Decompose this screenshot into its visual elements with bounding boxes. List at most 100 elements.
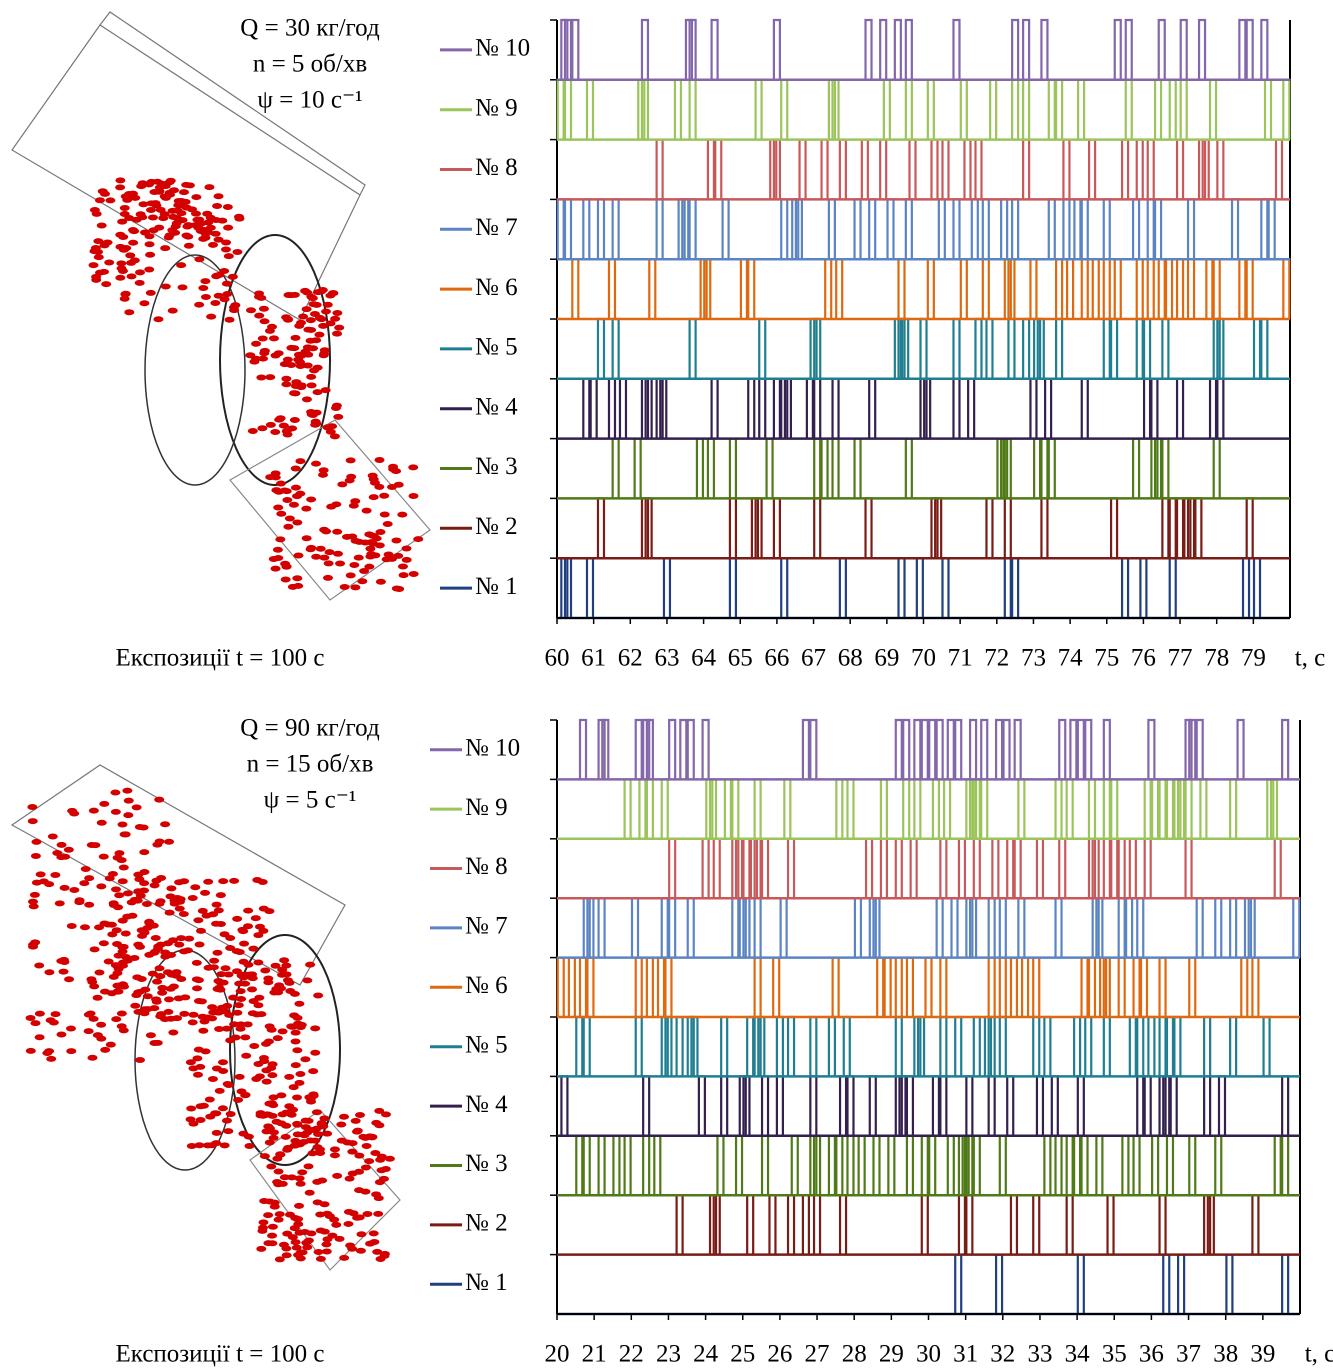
seed [309,301,319,307]
pulse [975,140,981,200]
pulse [981,779,987,838]
seed [214,193,224,199]
pulse [723,199,729,259]
seed [100,1047,110,1053]
seed [281,962,291,968]
pulse [1137,319,1143,379]
seed [383,521,393,527]
seed [281,314,291,320]
seed [229,304,239,310]
pulse [899,259,905,319]
seed [127,273,137,279]
seed [104,260,114,266]
pulse [1160,1195,1166,1254]
seed [310,311,320,317]
seed [245,352,255,358]
pulse [647,958,653,1017]
seed [26,1048,36,1054]
x-tick-label: 31 [953,1341,978,1368]
pulse [1148,259,1154,319]
annotation: n = 5 об/хв [253,51,367,78]
pulse [1239,20,1245,80]
seed [253,932,263,938]
seed [189,1012,199,1018]
seed [321,528,331,534]
pulse [1162,439,1168,499]
pulse [1082,259,1088,319]
seed [259,906,269,912]
pulse [1181,80,1187,140]
seed [44,1048,54,1054]
pulse [774,20,780,80]
seed [178,284,188,290]
seed [313,1199,323,1205]
seed [260,318,270,324]
pulse [1226,1255,1232,1314]
x-tick-label: 28 [842,1341,867,1368]
seed [326,320,336,326]
pulse [942,140,948,200]
seed [87,842,97,848]
seed [283,357,293,363]
seed [258,879,268,885]
seed [350,584,360,590]
seed [331,1222,341,1228]
seed [282,428,292,434]
pulse [1082,379,1088,439]
pulse [914,779,920,838]
pulse [810,1017,816,1076]
pulse [1254,558,1260,618]
legend-label: № 6 [465,972,508,999]
seed [254,291,264,297]
seed [365,546,375,552]
pulse [1148,199,1154,259]
seed [114,892,124,898]
pulse [558,80,564,140]
seed [206,314,216,320]
seed [318,287,328,293]
seed [399,572,409,578]
pulse [1137,898,1143,957]
pulse [756,80,762,140]
seed [142,901,152,907]
pulse [961,80,967,140]
seed [95,197,105,203]
seed [263,1240,273,1246]
pulse [613,319,619,379]
seed [261,1067,271,1073]
pulse [1041,20,1047,80]
pulse [942,558,948,618]
seed [302,535,312,541]
pulse [937,898,943,957]
seed [256,374,266,380]
seed [186,1106,196,1112]
seed [280,488,290,494]
seed [222,281,232,287]
pulse [725,779,731,838]
pulse [911,839,917,898]
seed [387,484,397,490]
seed [125,252,135,258]
seed [288,584,298,590]
seed [322,424,332,430]
pulse [1052,1076,1058,1135]
seed [247,986,257,992]
seed [316,1256,326,1262]
x-tick-label: 26 [767,1341,792,1368]
pulse [1078,720,1084,779]
seed [243,1021,253,1027]
pulse [1186,779,1192,838]
pulse [1230,779,1236,838]
pulse [866,839,872,898]
pulse [788,1017,794,1076]
pulse [680,720,686,779]
seed [139,880,149,886]
seed [109,902,119,908]
pulse [769,1195,775,1254]
seed [267,1027,277,1033]
pulse [572,20,578,80]
seed [281,381,291,387]
seed [392,585,402,591]
pulse [730,558,736,618]
seed [139,1010,149,1016]
